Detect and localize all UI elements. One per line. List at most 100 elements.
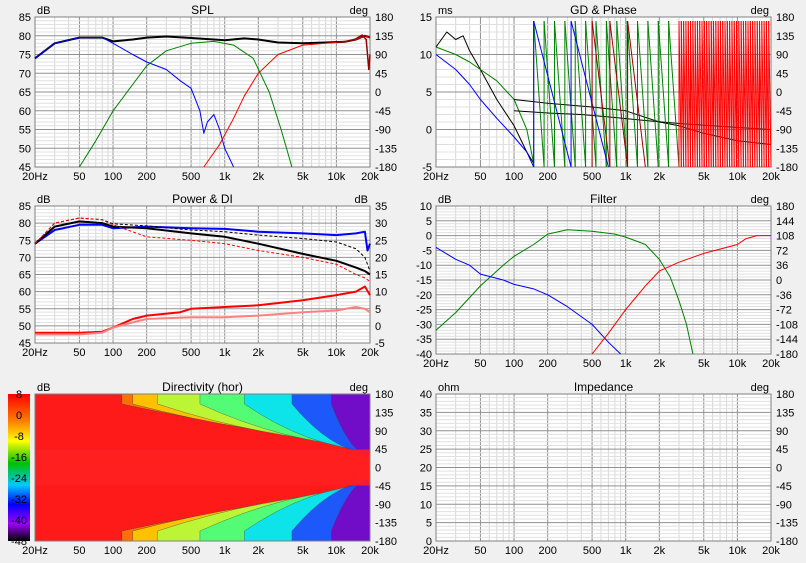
series-line bbox=[34, 223, 371, 252]
phase-line bbox=[543, 20, 555, 168]
y2-tick-label: 10 bbox=[375, 287, 387, 299]
scale-tick-label: -16 bbox=[11, 452, 27, 464]
scale-tick-label: -24 bbox=[11, 473, 27, 485]
chart-title: SPL bbox=[191, 3, 214, 17]
x-tick-label: 10k bbox=[328, 171, 346, 183]
y2-tick-label: -45 bbox=[776, 106, 792, 118]
y2-tick-label: 25 bbox=[375, 235, 387, 247]
x-tick-label: 100 bbox=[104, 347, 122, 359]
y2-tick-label: 108 bbox=[776, 231, 794, 243]
series-line bbox=[435, 46, 535, 164]
y-tick-label: 45 bbox=[19, 162, 31, 174]
y2-tick-label: 45 bbox=[375, 444, 387, 456]
phase-line bbox=[668, 20, 680, 168]
y-tick-label: 80 bbox=[19, 31, 31, 43]
x-tick-label: 1k bbox=[219, 171, 231, 183]
y-tick-label: 5 bbox=[426, 216, 432, 228]
y2-tick-label: -90 bbox=[375, 499, 391, 511]
x-tick-label: 1k bbox=[219, 545, 231, 557]
series-line bbox=[435, 31, 535, 164]
y2-tick-label: 90 bbox=[776, 426, 788, 438]
y-tick-label: 70 bbox=[19, 252, 31, 264]
x-tick-label: 20k bbox=[361, 545, 379, 557]
x-tick-label: 2k bbox=[654, 358, 666, 370]
y-tick-label: 10 bbox=[420, 201, 432, 213]
y2-tick-label: 135 bbox=[776, 407, 794, 419]
y2-tick-label: -45 bbox=[375, 481, 391, 493]
x-tick-label: 50 bbox=[474, 171, 486, 183]
y-tick-label: 55 bbox=[19, 304, 31, 316]
y2-tick-label: 0 bbox=[375, 87, 381, 99]
y-tick-label: 30 bbox=[420, 426, 432, 438]
chart-title: GD & Phase bbox=[570, 3, 637, 17]
color-scale bbox=[8, 394, 30, 541]
x-tick-label: 5k bbox=[698, 171, 710, 183]
x-tick-label: 20Hz bbox=[22, 545, 48, 557]
phase-line bbox=[585, 20, 597, 168]
y2-tick-label: 45 bbox=[776, 68, 788, 80]
right-unit-label: deg bbox=[350, 382, 368, 394]
y-tick-label: 85 bbox=[19, 12, 31, 24]
y-tick-label: 15 bbox=[420, 481, 432, 493]
y2-tick-label: -45 bbox=[375, 106, 391, 118]
phase-line bbox=[605, 20, 618, 168]
x-tick-label: 10k bbox=[328, 545, 346, 557]
phase-line bbox=[768, 20, 772, 168]
x-tick-label: 1k bbox=[620, 171, 632, 183]
phase-line bbox=[533, 20, 545, 168]
series-line bbox=[591, 235, 771, 355]
phase-line bbox=[626, 20, 638, 168]
y2-tick-label: -180 bbox=[375, 536, 397, 548]
left-unit-label: ms bbox=[438, 5, 453, 17]
y-tick-label: 65 bbox=[19, 270, 31, 282]
x-tick-label: 500 bbox=[182, 545, 200, 557]
chart-title: Filter bbox=[590, 192, 617, 206]
y-tick-label: 0 bbox=[426, 125, 432, 137]
x-tick-label: 50 bbox=[73, 171, 85, 183]
scale-tick-label: 8 bbox=[16, 389, 22, 401]
y-tick-label: 55 bbox=[19, 125, 31, 137]
y-tick-label: 60 bbox=[19, 106, 31, 118]
chart-title: Power & DI bbox=[172, 192, 233, 206]
x-tick-label: 100 bbox=[104, 171, 122, 183]
scale-tick-label: -40 bbox=[11, 515, 27, 527]
x-tick-label: 20Hz bbox=[423, 545, 449, 557]
x-tick-label: 20Hz bbox=[22, 171, 48, 183]
x-tick-label: 10k bbox=[729, 171, 747, 183]
y-tick-label: 15 bbox=[420, 12, 432, 24]
y2-tick-label: 36 bbox=[776, 260, 788, 272]
y2-tick-label: -180 bbox=[776, 349, 798, 361]
chart-title: Directivity (hor) bbox=[162, 380, 243, 394]
left-unit-label: ohm bbox=[438, 382, 459, 394]
y2-tick-label: -135 bbox=[776, 518, 798, 530]
y2-tick-label: -135 bbox=[375, 518, 397, 530]
x-tick-label: 500 bbox=[583, 358, 601, 370]
x-tick-label: 2k bbox=[654, 545, 666, 557]
phase-line bbox=[647, 20, 659, 168]
x-tick-label: 10k bbox=[729, 358, 747, 370]
left-unit-label: dB bbox=[37, 194, 50, 206]
right-unit-label: deg bbox=[751, 194, 769, 206]
heatmap bbox=[35, 394, 370, 541]
y2-tick-label: 20 bbox=[375, 252, 387, 264]
left-unit-label: dB bbox=[37, 382, 50, 394]
y2-tick-label: -36 bbox=[776, 290, 792, 302]
x-tick-label: 100 bbox=[505, 358, 523, 370]
scale-tick-label: -8 bbox=[14, 431, 24, 443]
plot-frame bbox=[34, 16, 371, 168]
scale-tick-label: 0 bbox=[16, 410, 22, 422]
right-unit-label: dB bbox=[355, 194, 368, 206]
x-tick-label: 20Hz bbox=[22, 347, 48, 359]
x-tick-label: 50 bbox=[73, 347, 85, 359]
y2-tick-label: 144 bbox=[776, 216, 794, 228]
x-tick-label: 200 bbox=[137, 171, 155, 183]
y2-tick-label: 30 bbox=[375, 218, 387, 230]
x-tick-label: 200 bbox=[538, 171, 556, 183]
x-tick-label: 20k bbox=[762, 171, 780, 183]
y2-tick-label: 45 bbox=[375, 68, 387, 80]
y2-tick-label: -90 bbox=[776, 125, 792, 137]
chart-title: Impedance bbox=[574, 380, 634, 394]
y-tick-label: -40 bbox=[416, 349, 432, 361]
x-tick-label: 20k bbox=[361, 171, 379, 183]
